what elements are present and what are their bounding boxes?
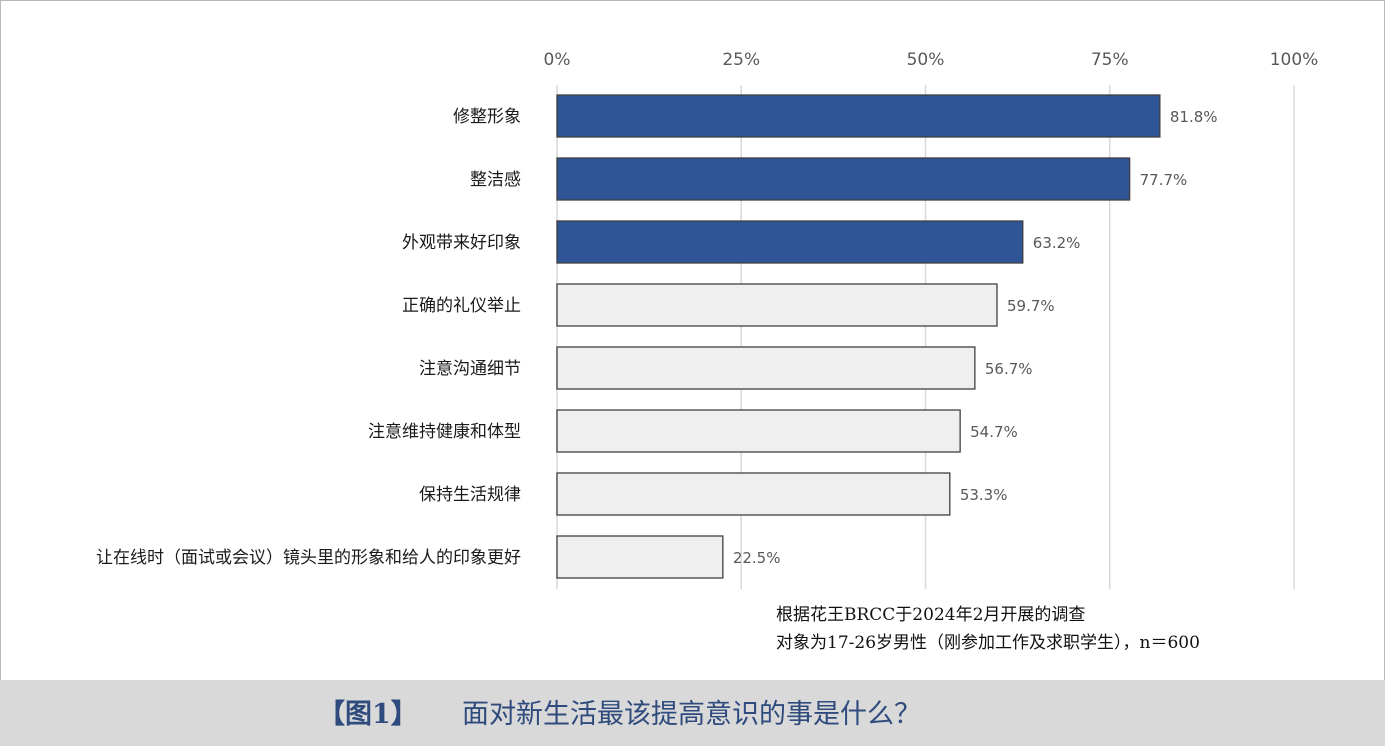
category-label: 修整形象 [453, 107, 521, 127]
source-line-2: 对象为17-26岁男性（刚参加工作及求职学生），n＝600 [776, 633, 1200, 653]
x-tick-label: 50% [907, 50, 945, 70]
data-label: 81.8% [1170, 108, 1218, 126]
x-tick-label: 100% [1270, 50, 1319, 70]
category-label: 让在线时（面试或会议）镜头里的形象和给人的印象更好 [96, 548, 521, 568]
bar [556, 535, 724, 579]
x-tick-label: 25% [722, 50, 760, 70]
figure-title: 面对新生活最该提高意识的事是什么？ [462, 699, 921, 730]
data-label: 54.7% [970, 423, 1018, 441]
bar [556, 346, 976, 390]
category-label: 注意维持健康和体型 [368, 422, 521, 442]
category-label: 整洁感 [470, 170, 521, 190]
source-line-1: 根据花王BRCC于2024年2月开展的调查 [776, 605, 1086, 625]
figure-number: 【图1】 [318, 699, 418, 730]
bar [556, 157, 1131, 201]
category-label: 保持生活规律 [419, 485, 521, 505]
data-label: 56.7% [985, 360, 1033, 378]
bar [556, 94, 1161, 138]
data-label: 63.2% [1033, 234, 1081, 252]
data-label: 22.5% [733, 549, 781, 567]
bar [556, 220, 1024, 264]
category-label: 外观带来好印象 [402, 233, 521, 253]
x-tick-label: 0% [544, 50, 571, 70]
bar-chart: 0% 25% 50% 75% 100% 修整形象 81.8% 整洁感 77.7% 外观带来好印象 6… [96, 50, 1319, 589]
category-label: 正确的礼仪举止 [402, 296, 521, 316]
data-label: 77.7% [1140, 171, 1188, 189]
source-note: 根据花王BRCC于2024年2月开展的调查 对象为17-26岁男性（刚参加工作及… [776, 601, 1200, 657]
x-tick-label: 75% [1091, 50, 1129, 70]
category-label: 注意沟通细节 [419, 359, 521, 379]
data-label: 59.7% [1007, 297, 1055, 315]
data-label: 53.3% [960, 486, 1008, 504]
bar [556, 409, 961, 453]
bar [556, 472, 951, 516]
bar [556, 283, 998, 327]
title-bar: 【图1】 面对新生活最该提高意识的事是什么？ [0, 680, 1385, 746]
